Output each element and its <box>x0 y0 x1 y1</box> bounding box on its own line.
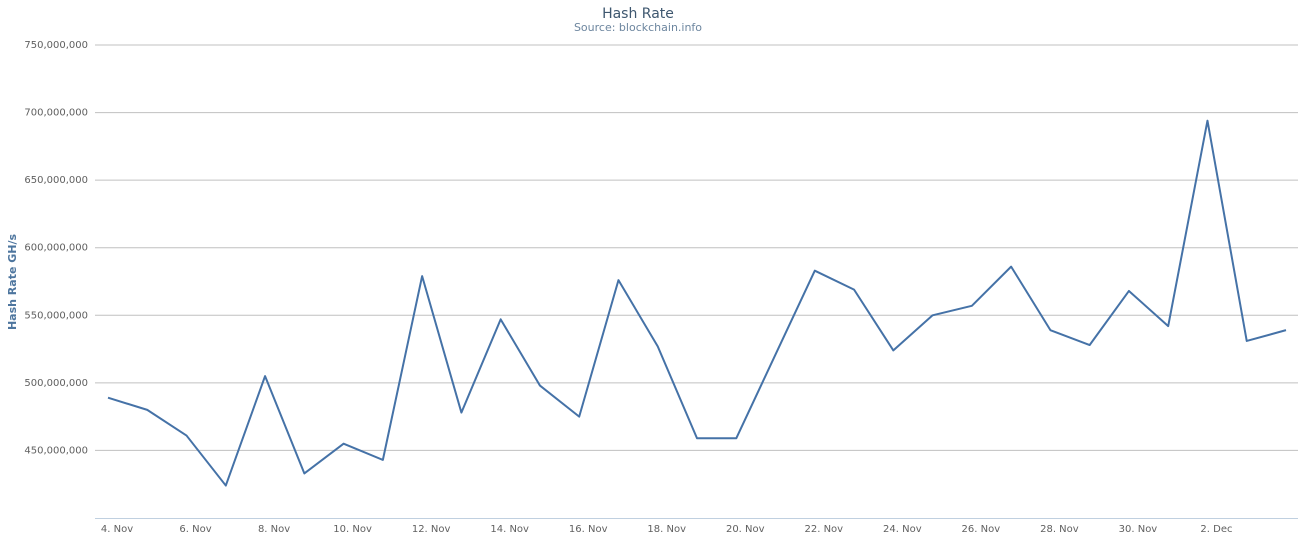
x-tick-label: 26. Nov <box>962 524 1001 535</box>
y-tick-label: 600,000,000 <box>24 243 88 254</box>
y-tick-label: 750,000,000 <box>24 40 88 51</box>
y-tick-label: 450,000,000 <box>24 445 88 456</box>
y-axis-title: Hash Rate GH/s <box>6 234 19 331</box>
x-tick-label: 2. Dec <box>1200 524 1232 535</box>
x-tick-label: 16. Nov <box>569 524 608 535</box>
data-line <box>107 119 1287 487</box>
x-tick-label: 12. Nov <box>412 524 451 535</box>
chart-subtitle: Source: blockchain.info <box>574 21 702 34</box>
x-tick-label: 6. Nov <box>179 524 211 535</box>
y-tick-label: 650,000,000 <box>24 175 88 186</box>
x-tick-label: 30. Nov <box>1119 524 1158 535</box>
x-tick-label: 4. Nov <box>101 524 133 535</box>
x-tick-label: 8. Nov <box>258 524 290 535</box>
x-tick-label: 20. Nov <box>726 524 765 535</box>
x-tick-label: 10. Nov <box>333 524 372 535</box>
x-tick-label: 24. Nov <box>883 524 922 535</box>
x-tick-label: 28. Nov <box>1040 524 1079 535</box>
y-tick-label: 500,000,000 <box>24 378 88 389</box>
y-tick-label: 700,000,000 <box>24 108 88 119</box>
x-tick-label: 14. Nov <box>490 524 529 535</box>
y-tick-label: 550,000,000 <box>24 310 88 321</box>
x-tick-label: 22. Nov <box>804 524 843 535</box>
chart-title: Hash Rate <box>602 6 674 22</box>
x-tick-label: 18. Nov <box>647 524 686 535</box>
